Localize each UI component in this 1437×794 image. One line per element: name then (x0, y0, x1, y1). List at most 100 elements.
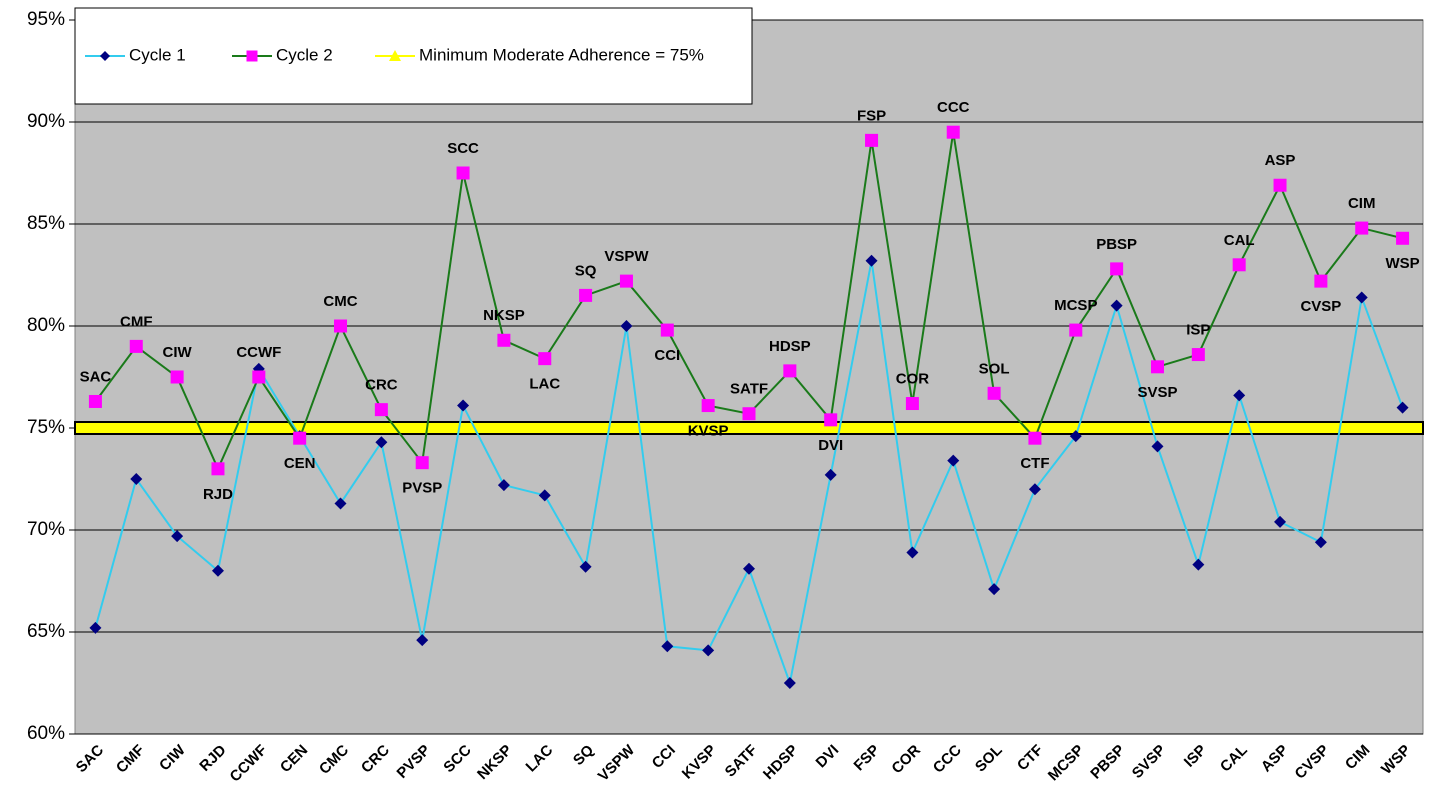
marker (906, 546, 919, 559)
marker (538, 489, 551, 502)
point-label: CCI (654, 347, 680, 364)
marker (171, 530, 184, 543)
marker (701, 399, 715, 413)
point-label: KVSP (688, 423, 729, 440)
marker (1314, 274, 1328, 288)
marker (1069, 323, 1083, 337)
legend-marker (389, 50, 401, 61)
marker (947, 454, 960, 467)
point-label: ISP (1186, 322, 1210, 339)
marker (375, 436, 388, 449)
x-tick-label: CVSP (1292, 742, 1333, 783)
x-tick-label: CCI (649, 742, 679, 772)
x-tick-label: FSP (851, 742, 884, 775)
marker (170, 370, 184, 384)
x-tick-label: CIW (156, 741, 189, 774)
marker (456, 166, 470, 180)
marker (702, 644, 715, 657)
y-tick-label: 95% (27, 9, 65, 30)
marker (1069, 430, 1082, 443)
marker (1028, 483, 1041, 496)
marker (946, 125, 960, 139)
marker (1110, 262, 1124, 276)
x-tick-label: CCWF (227, 742, 271, 786)
point-label: CEN (284, 455, 316, 472)
legend-label: Cycle 1 (129, 45, 186, 64)
marker (457, 399, 470, 412)
plot-area (74, 19, 1424, 735)
point-label: CAL (1224, 232, 1255, 249)
marker (1273, 178, 1287, 192)
marker (416, 634, 429, 647)
x-tick-label: SAC (73, 741, 108, 776)
marker (619, 274, 633, 288)
legend-marker (246, 50, 258, 62)
marker (415, 456, 429, 470)
marker (497, 333, 511, 347)
marker (130, 473, 143, 485)
legend-marker (100, 51, 110, 61)
y-tick-label: 65% (27, 621, 65, 642)
marker (660, 323, 674, 337)
legend-label: Cycle 2 (276, 45, 333, 64)
marker (987, 386, 1001, 400)
point-label: RJD (203, 486, 233, 503)
x-tick-label: SOL (972, 742, 1006, 776)
marker (334, 497, 347, 510)
point-label: SAC (80, 368, 112, 385)
y-tick-label: 80% (27, 315, 65, 336)
x-tick-label: SATF (722, 742, 761, 781)
x-tick-label: SQ (570, 741, 598, 769)
x-tick-label: NKSP (474, 742, 515, 783)
point-label: CRC (365, 377, 398, 394)
marker (865, 254, 878, 267)
point-label: CCC (937, 99, 970, 116)
marker (1314, 536, 1327, 549)
point-label: CTF (1020, 455, 1049, 472)
marker (1355, 221, 1369, 235)
x-tick-label: SVSP (1129, 742, 1169, 782)
point-label: CIM (1348, 195, 1376, 212)
marker (129, 339, 143, 353)
marker (1110, 299, 1123, 312)
marker (1274, 515, 1287, 528)
marker (1151, 440, 1164, 453)
marker (1396, 231, 1410, 245)
marker (334, 319, 348, 333)
marker (620, 320, 633, 332)
x-tick-label: HDSP (760, 742, 801, 783)
marker (743, 562, 755, 575)
point-label: WSP (1385, 255, 1419, 272)
x-tick-label: LAC (523, 741, 557, 775)
marker (905, 397, 919, 411)
marker (1150, 360, 1164, 374)
x-tick-label: ISP (1181, 742, 1210, 771)
point-label: SQ (575, 262, 597, 279)
legend-label: Minimum Moderate Adherence = 75% (419, 45, 704, 64)
y-tick-label: 60% (27, 723, 65, 744)
x-tick-label: SCC (440, 741, 475, 776)
x-tick-label: ASP (1258, 742, 1292, 776)
x-tick-label: CCC (930, 741, 965, 776)
x-tick-label: CMF (113, 742, 148, 777)
point-label: COR (896, 370, 930, 387)
y-tick-label: 90% (27, 111, 65, 132)
marker (1233, 389, 1246, 402)
point-label: PVSP (402, 480, 442, 497)
marker (89, 621, 102, 634)
marker (88, 394, 102, 408)
y-tick-label: 75% (27, 417, 65, 438)
point-label: HDSP (769, 338, 811, 355)
marker (211, 564, 224, 577)
x-tick-label: CTF (1014, 742, 1047, 775)
marker (824, 468, 837, 481)
marker (783, 364, 797, 378)
marker (374, 403, 388, 417)
y-tick-label: 85% (27, 213, 65, 234)
point-label: CCWF (236, 344, 281, 361)
marker (783, 677, 796, 689)
point-label: CVSP (1300, 298, 1341, 315)
y-tick-label: 70% (27, 519, 65, 540)
x-tick-label: DVI (813, 742, 843, 772)
